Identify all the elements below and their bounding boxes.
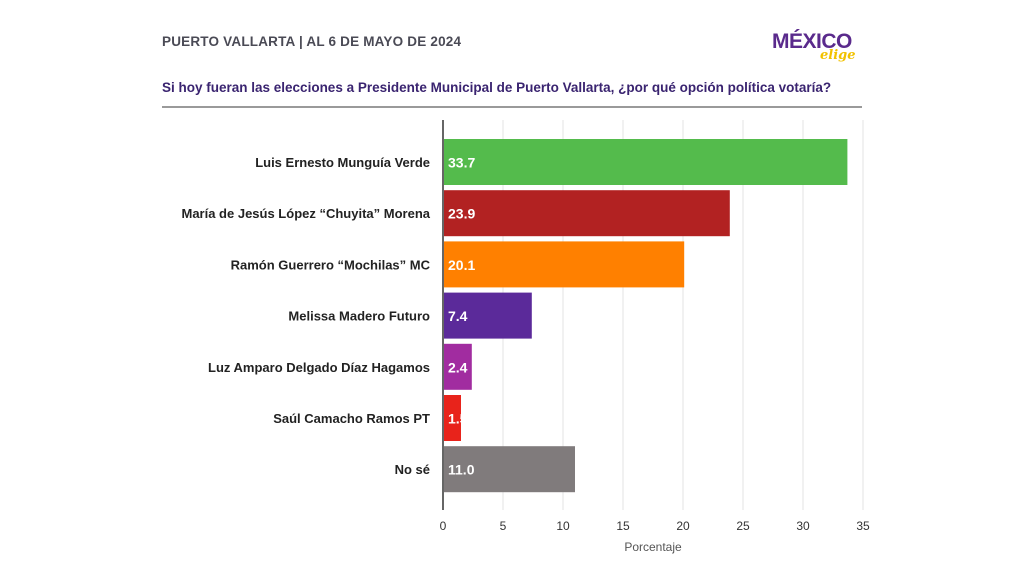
category-label: Melissa Madero Futuro bbox=[288, 309, 430, 324]
bar-value-label: 23.9 bbox=[448, 206, 475, 222]
bar-value-label: 2.4 bbox=[448, 359, 468, 375]
bar bbox=[444, 190, 730, 237]
logo-main: MÉXICO bbox=[772, 30, 852, 53]
mexico-elige-logo: MÉXICO elige bbox=[772, 30, 867, 66]
bar bbox=[444, 139, 848, 185]
x-tick-label: 10 bbox=[556, 519, 570, 533]
chart-question: Si hoy fueran las elecciones a President… bbox=[162, 80, 832, 95]
bar-value-label: 11.0 bbox=[448, 462, 475, 478]
x-axis-title: Porcentaje bbox=[624, 540, 682, 554]
logo-sub: elige bbox=[820, 48, 856, 63]
bar bbox=[444, 446, 575, 493]
x-tick-label: 35 bbox=[856, 519, 870, 533]
category-label: Saúl Camacho Ramos PT bbox=[273, 411, 430, 426]
x-tick-label: 5 bbox=[500, 519, 507, 533]
x-tick-label: 0 bbox=[440, 519, 447, 533]
category-label: Ramón Guerrero “Mochilas” MC bbox=[231, 257, 431, 272]
bar bbox=[444, 241, 685, 288]
bar bbox=[444, 292, 532, 339]
bar-value-label: 33.7 bbox=[448, 155, 475, 171]
bar bbox=[444, 395, 461, 441]
x-tick-label: 25 bbox=[736, 519, 750, 533]
header-divider bbox=[162, 106, 862, 108]
x-tick-label: 20 bbox=[676, 519, 690, 533]
category-label: No sé bbox=[395, 462, 430, 477]
x-tick-label: 30 bbox=[796, 519, 810, 533]
category-label: Luz Amparo Delgado Díaz Hagamos bbox=[208, 360, 430, 375]
category-label: Luis Ernesto Munguía Verde bbox=[255, 155, 430, 170]
bar-value-label: 20.1 bbox=[448, 257, 475, 273]
x-tick-label: 15 bbox=[616, 519, 630, 533]
bar-value-label: 1.5 bbox=[448, 411, 468, 427]
chart-header: PUERTO VALLARTA | AL 6 DE MAYO DE 2024 bbox=[162, 34, 462, 49]
bar bbox=[444, 343, 472, 390]
bar-value-label: 7.4 bbox=[448, 308, 468, 324]
category-label: María de Jesús López “Chuyita” Morena bbox=[181, 206, 430, 221]
